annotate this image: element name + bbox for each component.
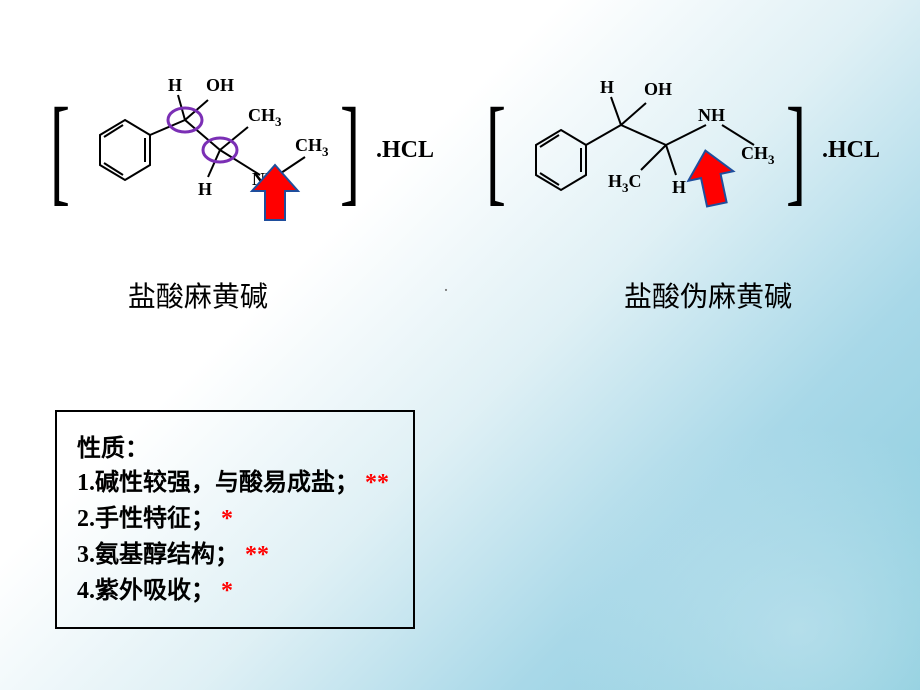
property-stars: **	[365, 470, 389, 496]
property-line-1: 1.碱性较强，与酸易成盐； **	[77, 465, 393, 501]
right-hcl: .HCL	[822, 137, 880, 164]
properties-title: 性质：	[77, 428, 393, 463]
structure-ephedrine: [	[40, 65, 434, 235]
label-h-top: H	[168, 75, 182, 95]
structures-row: [	[0, 0, 920, 235]
left-bracket-close: ]	[340, 90, 360, 210]
background-decor	[520, 390, 920, 690]
page-dot: .	[444, 275, 449, 315]
pseudoephedrine-svg: H OH NH CH3 H H3C	[516, 65, 776, 235]
label-ephedrine: 盐酸麻黄碱	[128, 275, 268, 315]
benzene-ring	[100, 120, 150, 180]
property-text: 4.紫外吸收；	[77, 578, 215, 604]
label-oh: OH	[206, 75, 234, 95]
property-line-2: 2.手性特征； *	[77, 501, 393, 537]
slide: [	[0, 0, 920, 690]
property-stars: *	[221, 506, 233, 532]
label-h-mid: H	[672, 177, 686, 197]
right-bracket-open: [	[486, 90, 506, 210]
left-bracket-open: [	[50, 90, 70, 210]
chain	[586, 97, 754, 175]
ephedrine-svg: H OH CH3 H NH CH3	[80, 65, 330, 235]
chain	[150, 95, 305, 177]
property-text: 2.手性特征；	[77, 506, 215, 532]
property-line-3: 3.氨基醇结构； **	[77, 537, 393, 573]
label-h-bottom: H	[198, 179, 212, 199]
label-ch3-right: CH3	[295, 135, 329, 159]
property-stars: **	[245, 542, 269, 568]
compound-labels: 盐酸麻黄碱 . 盐酸伪麻黄碱	[0, 275, 920, 315]
label-nh: NH	[698, 105, 725, 125]
left-hcl: .HCL	[376, 137, 434, 164]
arrow-icon	[683, 146, 739, 209]
properties-box: 性质： 1.碱性较强，与酸易成盐； ** 2.手性特征； * 3.氨基醇结构； …	[55, 410, 415, 629]
property-line-4: 4.紫外吸收； *	[77, 573, 393, 609]
property-text: 3.氨基醇结构；	[77, 542, 239, 568]
structure-pseudoephedrine: [	[476, 65, 880, 235]
label-h3c: H3C	[608, 171, 642, 195]
label-oh: OH	[644, 79, 672, 99]
label-h-top: H	[600, 77, 614, 97]
benzene-ring	[536, 130, 586, 190]
label-pseudoephedrine: 盐酸伪麻黄碱	[624, 275, 792, 315]
label-ch3-top: CH3	[248, 105, 282, 129]
right-bracket-close: ]	[786, 90, 806, 210]
property-stars: *	[221, 578, 233, 604]
property-text: 1.碱性较强，与酸易成盐；	[77, 470, 359, 496]
label-ch3-right: CH3	[741, 143, 775, 167]
